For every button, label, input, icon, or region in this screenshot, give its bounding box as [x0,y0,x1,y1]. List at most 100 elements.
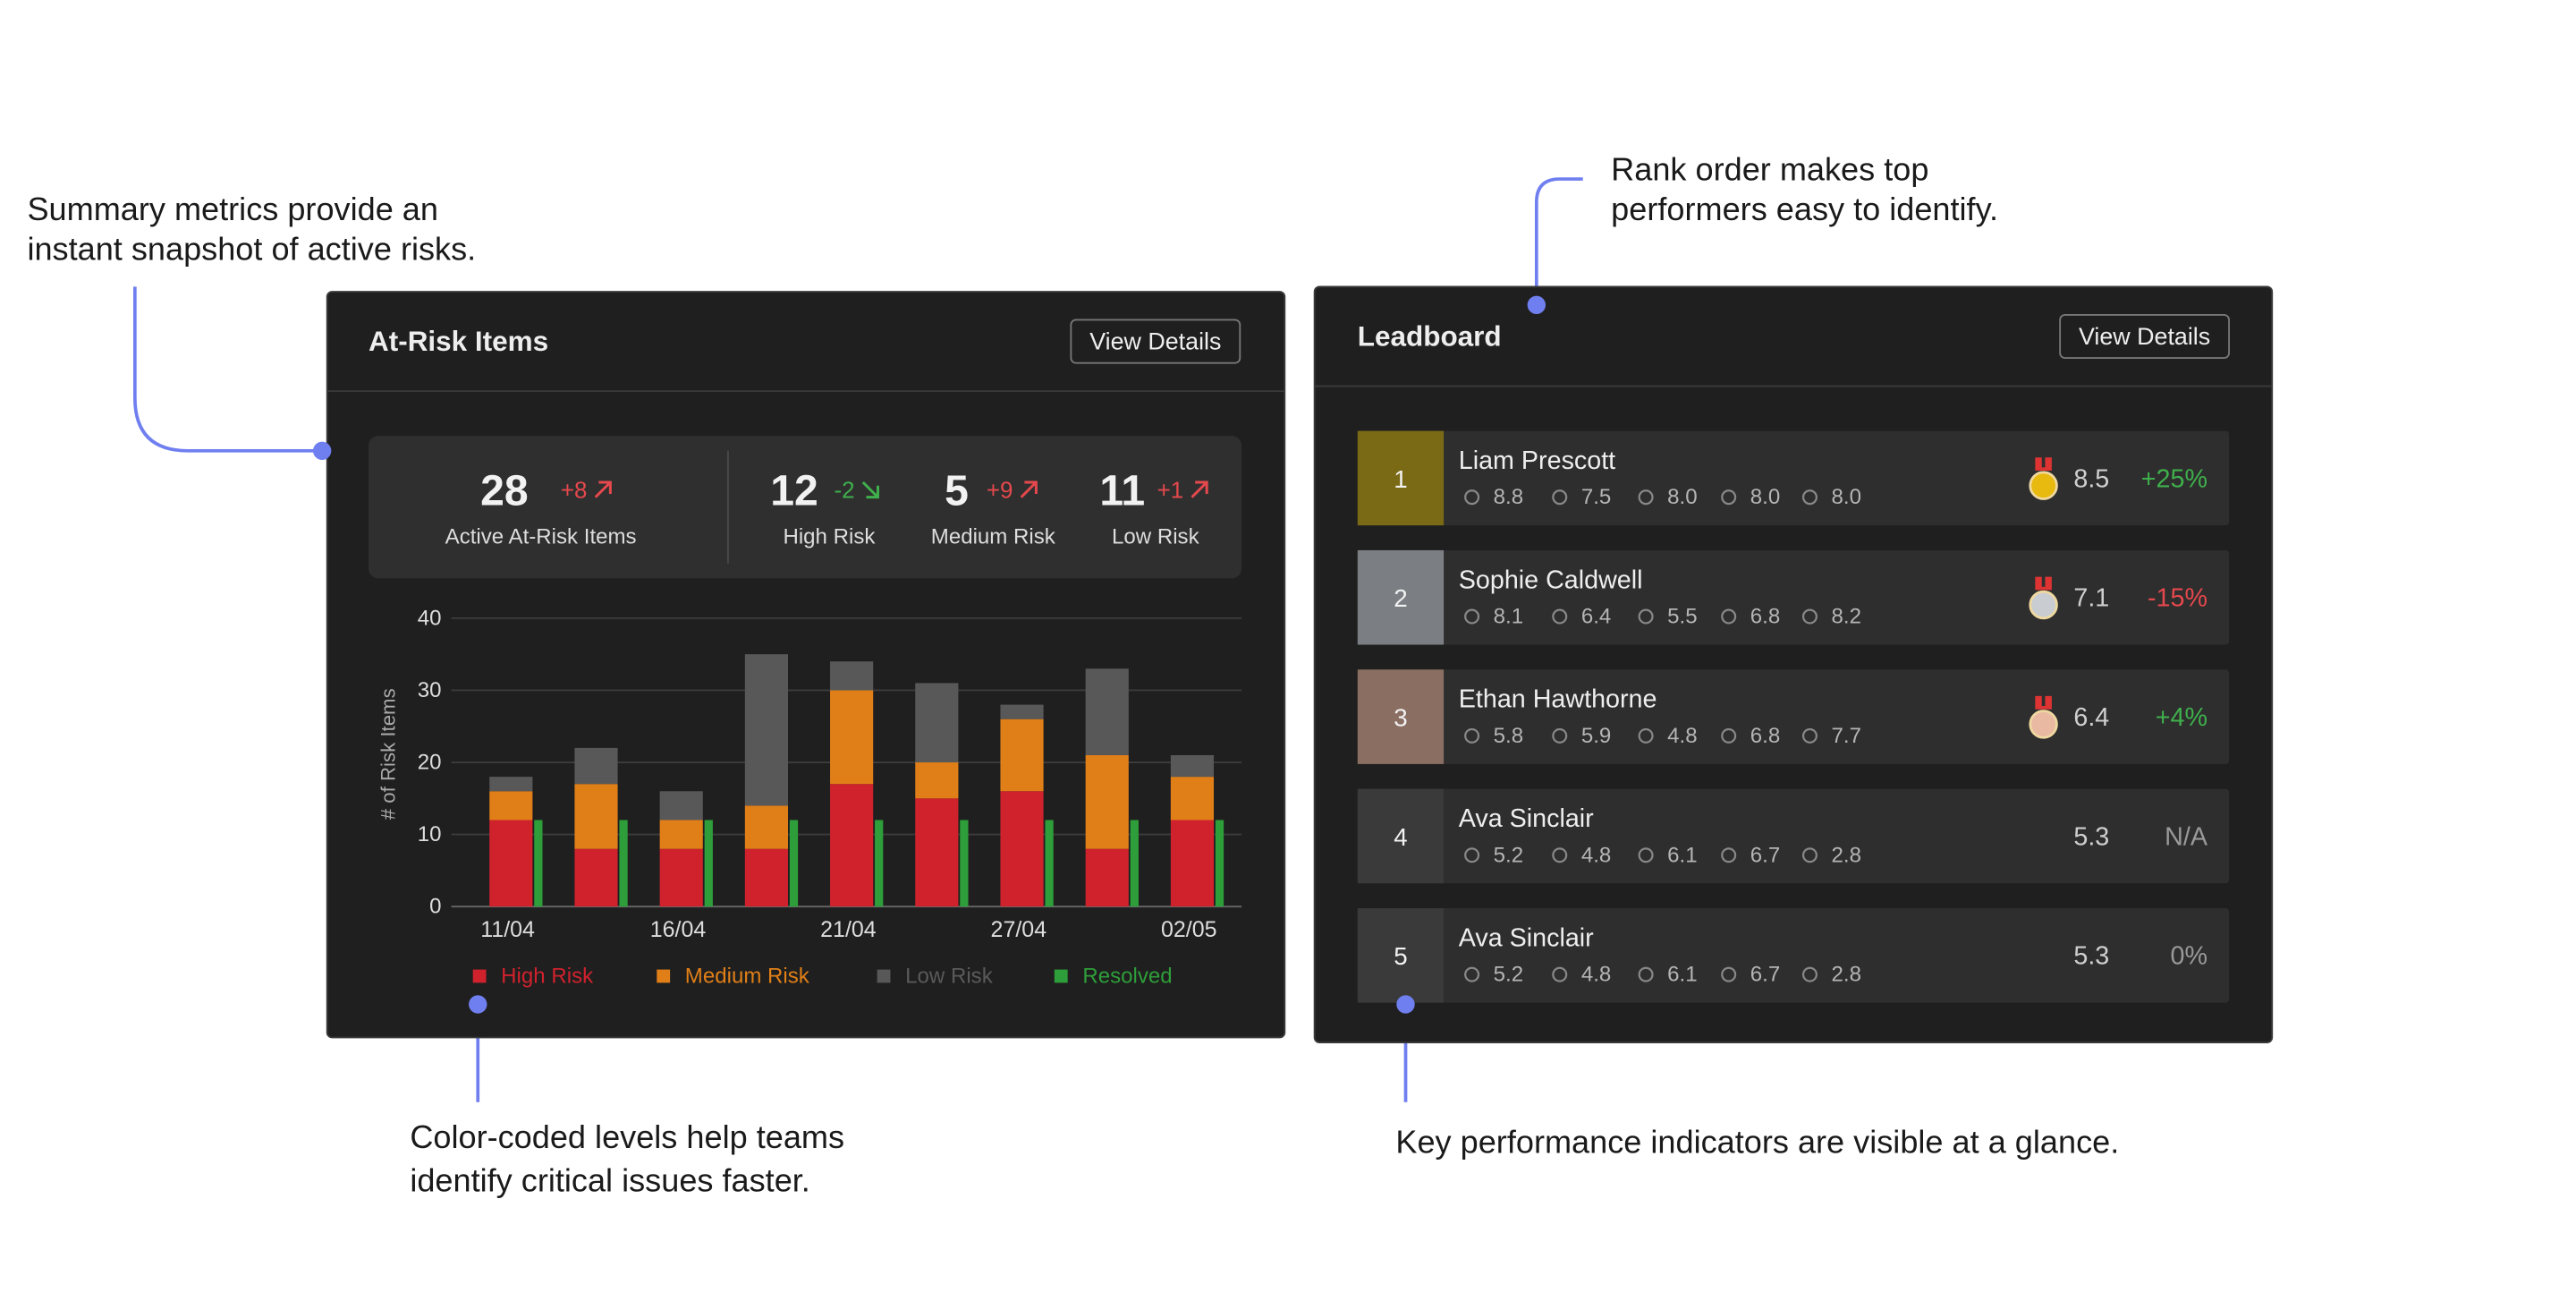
leader-row [1357,788,2230,884]
legend-swatch [1054,969,1068,983]
kpi-value: 6.7 [1750,963,1780,987]
bar-segment [1085,754,1129,849]
annotation: Color-coded levels help teams [410,1118,844,1155]
button-label[interactable]: View Details [1089,328,1221,355]
bar [875,820,884,907]
panel-title: Leadboard [1358,321,1502,353]
bar-segment [1000,704,1044,719]
kpi-value: 6.7 [1750,843,1780,867]
member-name: Ethan Hawthorne [1459,685,1657,714]
view-details-button[interactable] [2059,313,2230,360]
metric-change: -2 [834,478,854,503]
score: 7.1 [2073,584,2109,613]
kpi-value: 8.8 [1494,485,1523,509]
kpi-value: 5.8 [1494,724,1523,748]
medal [2029,590,2058,620]
leader-row [1357,549,2230,645]
summary-box [369,436,1242,579]
bar-segment [1085,668,1129,755]
bar [960,820,969,907]
metric-icon [1464,608,1480,625]
score: 8.5 [2073,464,2109,493]
bar-segment [1085,848,1129,907]
button-label[interactable]: View Details [2079,323,2210,350]
annotation: Rank order makes top [1611,150,1928,187]
score-change: -15% [2148,584,2207,613]
member-name: Ava Sinclair [1459,923,1594,952]
bar-segment [1000,719,1044,792]
score-change: +4% [2156,703,2207,732]
bar-segment [830,690,874,785]
x-tick-label: 27/04 [991,917,1047,942]
bar [534,820,543,907]
trend-arrow [861,480,879,499]
callout-line [1534,177,1583,305]
metric-icon [1801,727,1818,744]
bar-segment [489,820,533,907]
metric-icon [1552,608,1568,625]
bar-segment [830,661,874,691]
annotation: performers easy to identify. [1611,191,1998,227]
bar-segment [744,805,788,849]
trend-arrow [1020,480,1038,498]
y-tick-label: 40 [418,606,442,630]
kpi-value: 7.7 [1832,724,1861,748]
score-change: +25% [2141,464,2207,493]
metric-icon [1638,966,1654,982]
metric-icon [1801,489,1818,506]
kpi-value: 6.8 [1750,605,1780,629]
kpi-value: 8.0 [1832,485,1861,509]
kpi-value: 5.5 [1667,605,1697,629]
y-tick-label: 10 [418,822,442,846]
bar [704,820,713,907]
kpi-value: 5.2 [1494,963,1523,987]
kpi-value: 6.8 [1750,724,1780,748]
view-details-button[interactable] [1070,319,1241,364]
trend-arrow [1191,480,1208,498]
metric-value: 28 [480,466,529,514]
bar-segment [659,820,703,849]
metric-icon [1552,489,1568,506]
rank-number: 3 [1394,704,1407,732]
bar-segment [659,848,703,907]
annotation: identify critical issues faster. [410,1161,810,1198]
bar [789,820,799,907]
score-change: N/A [2165,822,2208,851]
legend-swatch [657,969,671,983]
metric-value: 11 [1099,466,1145,514]
y-axis-label: # of Risk Items [377,688,400,820]
kpi-value: 2.8 [1832,843,1861,867]
bar-segment [1000,791,1044,907]
kpi-value: 8.0 [1667,485,1697,509]
callout-dot [312,441,332,460]
rank-number: 2 [1394,584,1407,612]
metric-icon [1464,489,1480,506]
metric-icon [1721,847,1737,863]
at-risk-panel [326,291,1286,1039]
trend-arrow [594,480,612,498]
metric-icon [1464,847,1480,863]
kpi-value: 6.1 [1667,963,1697,987]
bar-segment [915,798,959,907]
leader-row [1357,669,2230,764]
x-tick-label: 02/05 [1161,917,1217,942]
legend-swatch [877,969,891,983]
y-tick-label: 20 [418,751,442,775]
x-tick-label: 16/04 [650,917,707,942]
rank-badge [1357,549,1445,645]
callout-dot [1396,995,1415,1014]
bar-segment [489,777,533,792]
metric-label: Active At-Risk Items [445,525,637,549]
metric-icon [1801,847,1818,863]
kpi-value: 2.8 [1832,963,1861,987]
kpi-value: 6.1 [1667,843,1697,867]
member-name: Ava Sinclair [1459,804,1594,833]
bar-segment [574,848,618,907]
metric-icon [1638,847,1654,863]
bar [619,820,628,907]
rank-number: 1 [1394,465,1407,493]
metric-icon [1552,847,1568,863]
bar-segment [574,784,618,849]
kpi-value: 4.8 [1581,963,1611,987]
bar-segment [830,784,874,907]
